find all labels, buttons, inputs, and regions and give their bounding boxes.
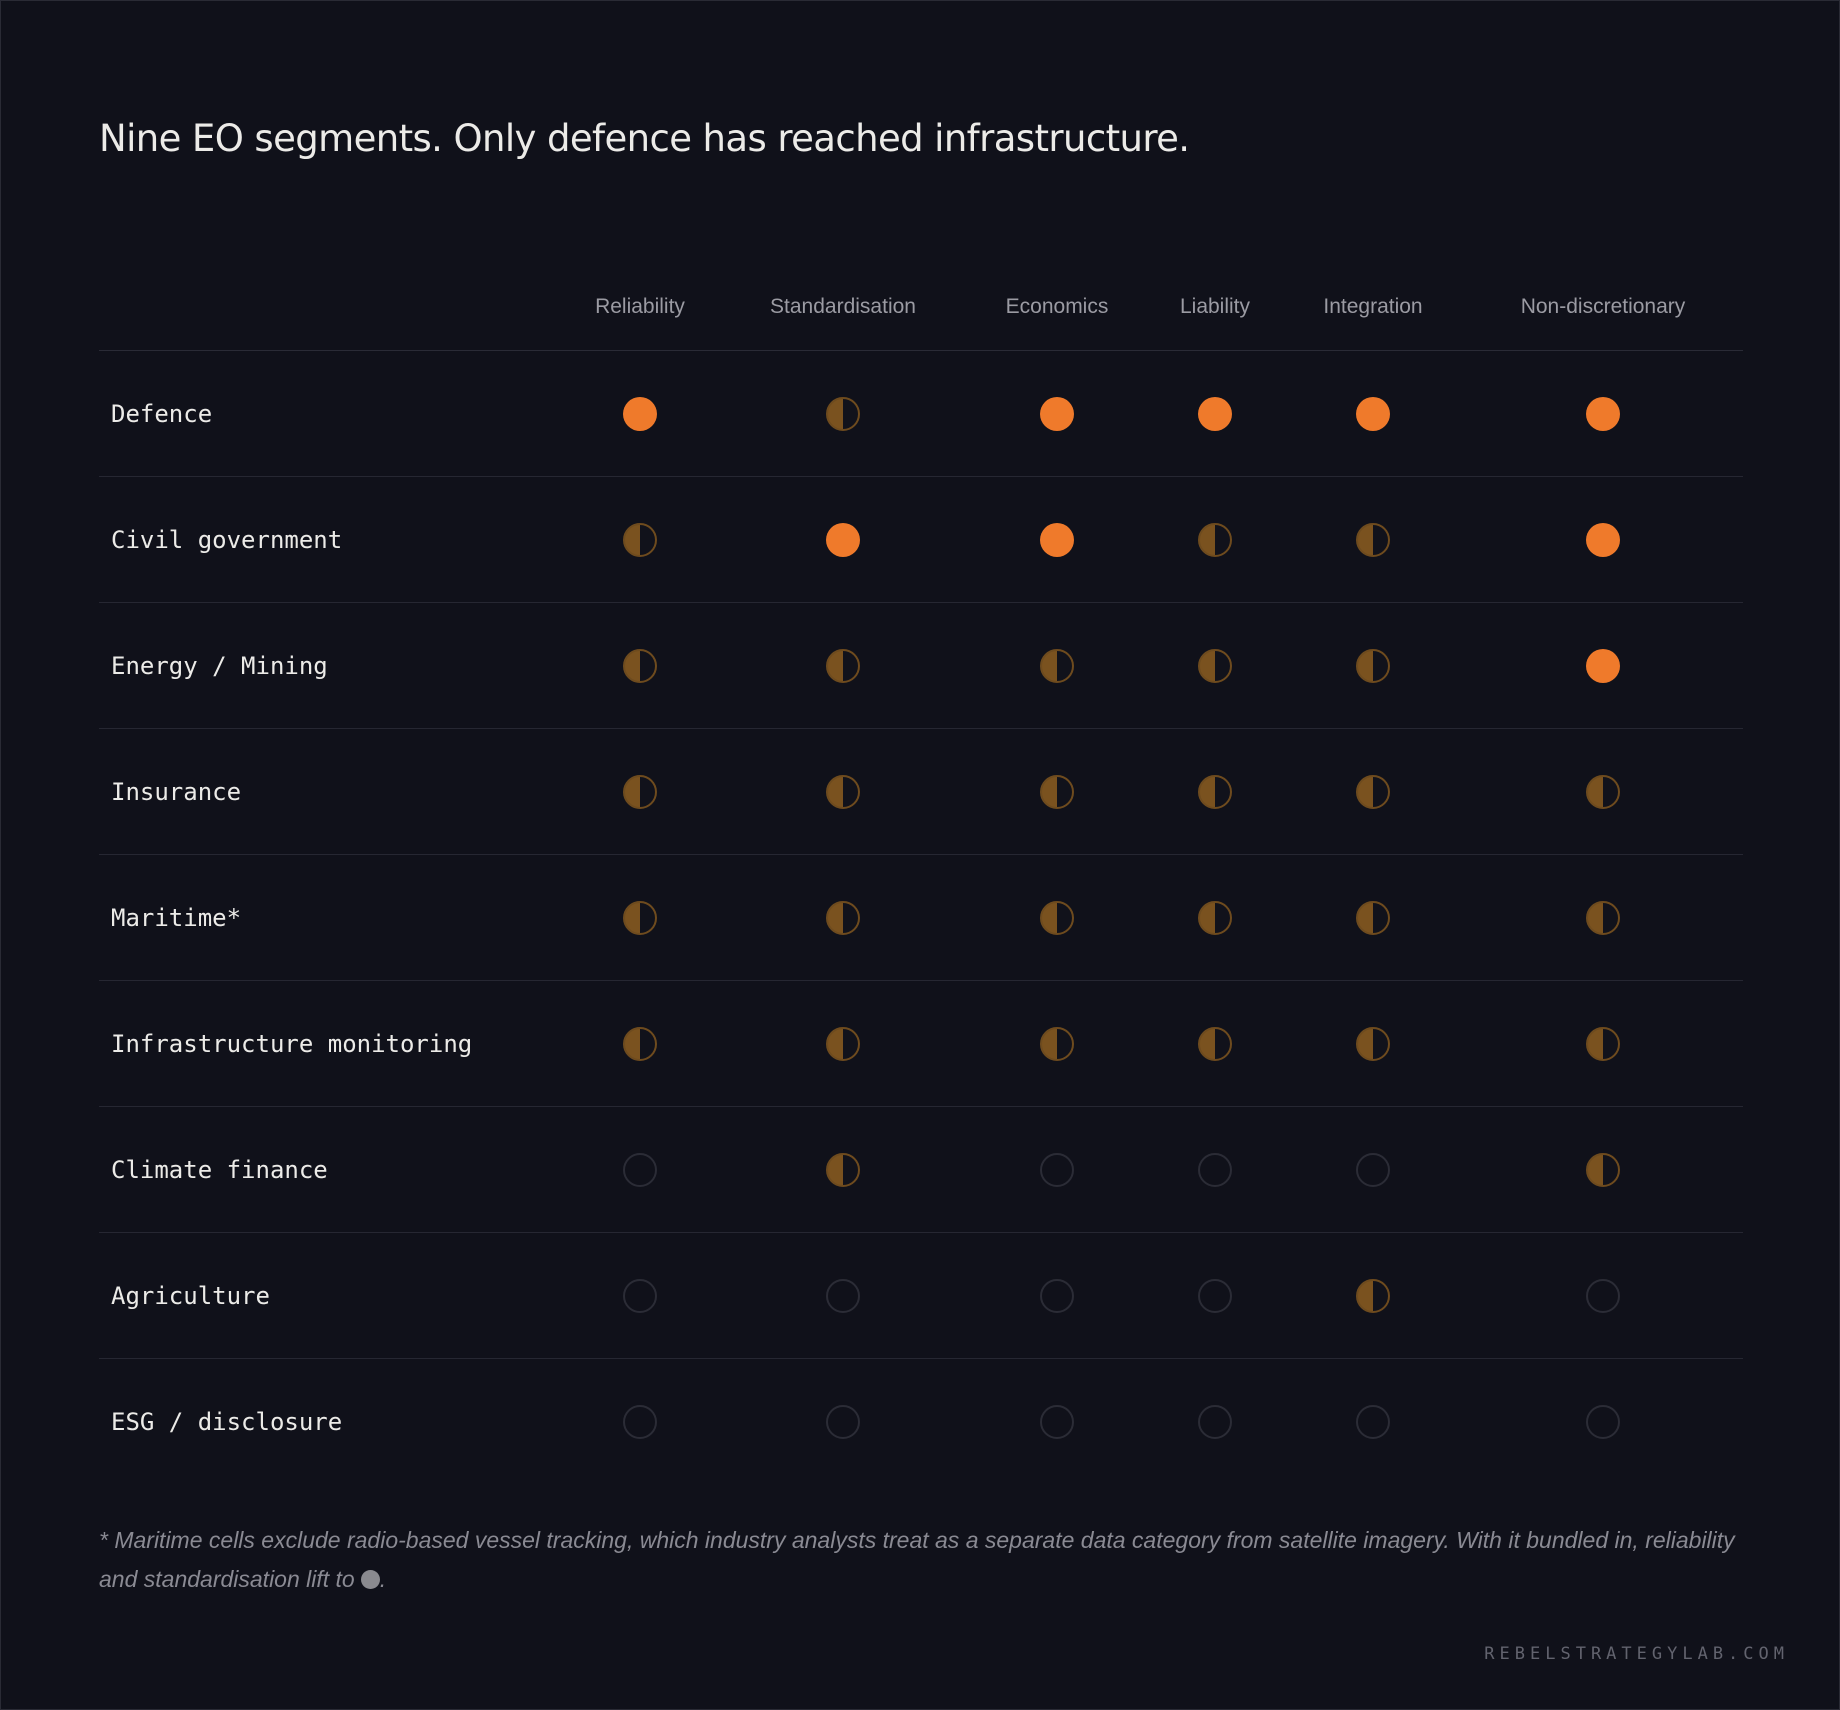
row-label-energy-mining: Energy / Mining	[111, 651, 328, 680]
partial-indicator-icon	[1040, 774, 1074, 809]
table-row: Climate finance	[99, 1107, 1743, 1233]
partial-indicator-icon	[826, 774, 860, 809]
table-row: Maritime*	[99, 855, 1743, 981]
partial-indicator-icon	[623, 648, 657, 683]
partial-indicator-icon	[1356, 648, 1390, 683]
none-indicator-icon	[1040, 1152, 1074, 1187]
partial-indicator-icon	[1586, 1152, 1620, 1187]
full-indicator-icon	[623, 396, 657, 431]
partial-indicator-icon	[623, 522, 657, 557]
column-header-standardisation: Standardisation	[770, 295, 916, 318]
row-label-civil-government: Civil government	[111, 525, 343, 554]
footnote-suffix: .	[379, 1566, 387, 1592]
full-indicator-icon	[1586, 648, 1620, 683]
none-indicator-icon	[1040, 1278, 1074, 1313]
full-indicator-icon	[1356, 396, 1390, 431]
partial-indicator-icon	[623, 900, 657, 935]
full-indicator-icon	[1040, 396, 1074, 431]
partial-indicator-icon	[826, 396, 860, 431]
partial-indicator-icon	[1040, 648, 1074, 683]
partial-indicator-icon	[1198, 900, 1232, 935]
none-indicator-icon	[623, 1405, 657, 1439]
full-dot-icon	[360, 1570, 380, 1589]
row-label-maritime: Maritime*	[111, 903, 242, 932]
partial-indicator-icon	[1198, 648, 1232, 683]
none-indicator-icon	[1198, 1278, 1232, 1313]
partial-indicator-icon	[826, 648, 860, 683]
column-header-non-discretionary: Non-discretionary	[1520, 295, 1686, 318]
partial-indicator-icon	[1586, 774, 1620, 809]
row-label-infrastructure-monitoring: Infrastructure monitoring	[111, 1029, 473, 1058]
none-indicator-icon	[826, 1405, 860, 1439]
table-row: Civil government	[99, 477, 1743, 603]
partial-indicator-icon	[623, 774, 657, 809]
column-header-reliability: Reliability	[595, 295, 685, 318]
none-indicator-icon	[1356, 1152, 1390, 1187]
partial-indicator-icon	[1040, 900, 1074, 935]
table-row: Defence	[99, 351, 1743, 477]
partial-indicator-icon	[1356, 774, 1390, 809]
column-header-economics: Economics	[1005, 295, 1109, 318]
segment-matrix: Reliability Standardisation Economics Liabi…	[99, 271, 1743, 1439]
none-indicator-icon	[826, 1278, 860, 1313]
partial-indicator-icon	[623, 1026, 657, 1061]
header-divider	[99, 350, 1743, 351]
partial-indicator-icon	[1356, 900, 1390, 935]
none-indicator-icon	[1040, 1405, 1074, 1439]
none-indicator-icon	[1198, 1152, 1232, 1187]
partial-indicator-icon	[826, 1152, 860, 1187]
partial-indicator-icon	[1198, 774, 1232, 809]
none-indicator-icon	[623, 1278, 657, 1313]
table-row: Infrastructure monitoring	[99, 981, 1743, 1107]
row-label-insurance: Insurance	[111, 777, 242, 806]
partial-indicator-icon	[1356, 1026, 1390, 1061]
brand-url: REBELSTRATEGYLAB.COM	[1484, 1644, 1789, 1664]
partial-indicator-icon	[1040, 1026, 1074, 1061]
none-indicator-icon	[1198, 1405, 1232, 1439]
full-indicator-icon	[1586, 522, 1620, 557]
column-header-integration: Integration	[1323, 295, 1423, 318]
partial-indicator-icon	[1198, 522, 1232, 557]
full-indicator-icon	[1198, 396, 1232, 431]
partial-indicator-icon	[1356, 1278, 1390, 1313]
none-indicator-icon	[1586, 1405, 1620, 1439]
chart-title: Nine EO segments. Only defence has reach…	[99, 117, 1190, 160]
none-indicator-icon	[1586, 1278, 1620, 1313]
table-row: ESG / disclosure	[99, 1359, 1743, 1485]
table-row: Agriculture	[99, 1233, 1743, 1359]
row-label-agriculture: Agriculture	[111, 1281, 270, 1310]
full-indicator-icon	[826, 522, 860, 557]
partial-indicator-icon	[1356, 522, 1390, 557]
full-indicator-icon	[1040, 522, 1074, 557]
column-header-liability: Liability	[1179, 295, 1251, 318]
footnote-text: * Maritime cells exclude radio-based ves…	[99, 1527, 1735, 1592]
partial-indicator-icon	[826, 900, 860, 935]
partial-indicator-icon	[1198, 1026, 1232, 1061]
partial-indicator-icon	[1586, 1026, 1620, 1061]
row-label-defence: Defence	[111, 399, 213, 428]
partial-indicator-icon	[1586, 900, 1620, 935]
none-indicator-icon	[623, 1152, 657, 1187]
full-indicator-icon	[1586, 396, 1620, 431]
row-label-climate-finance: Climate finance	[111, 1155, 328, 1184]
partial-indicator-icon	[826, 1026, 860, 1061]
table-row: Insurance	[99, 729, 1743, 855]
table-row: Energy / Mining	[99, 603, 1743, 729]
none-indicator-icon	[1356, 1405, 1390, 1439]
footnote: * Maritime cells exclude radio-based ves…	[99, 1521, 1749, 1599]
row-label-esg-disclosure: ESG / disclosure	[111, 1408, 343, 1436]
